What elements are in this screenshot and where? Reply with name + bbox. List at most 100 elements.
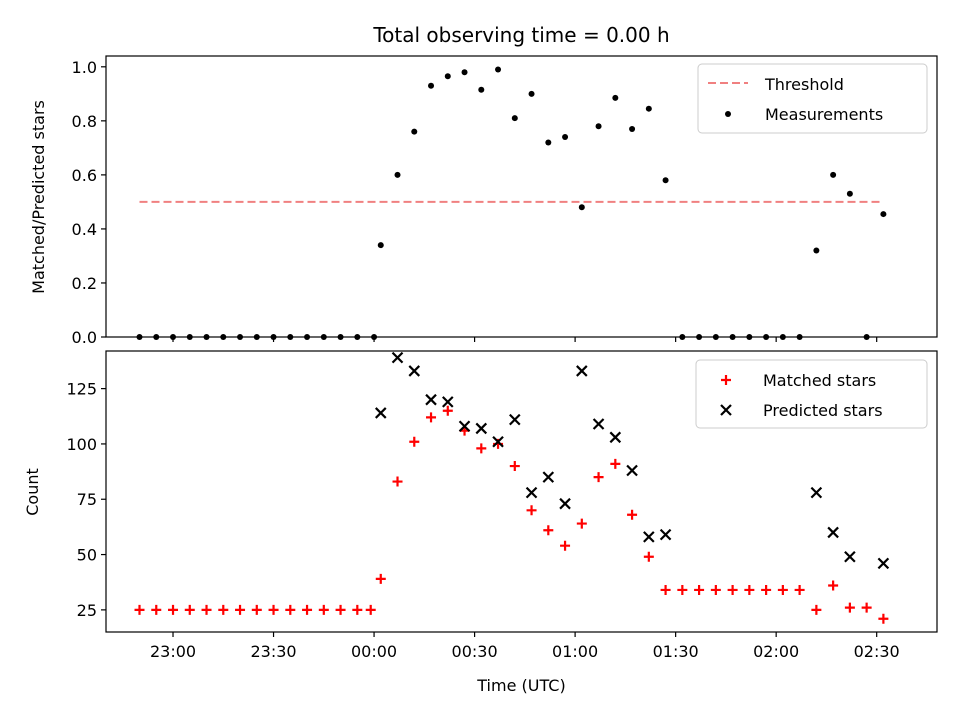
matched-star-point — [543, 525, 554, 536]
matched-star-point — [201, 604, 212, 615]
x-tick-label: 02:30 — [854, 642, 900, 661]
measurement-point — [629, 125, 636, 132]
x-tick-label: 01:00 — [552, 642, 598, 661]
legend-matched-swatch — [721, 375, 731, 385]
matched-star-point — [235, 604, 246, 615]
matched-star-point — [878, 613, 889, 624]
measurement-point — [528, 90, 535, 97]
matched-star-point — [509, 461, 520, 472]
predicted-star-point — [374, 407, 387, 419]
chart-title: Total observing time = 0.00 h — [372, 23, 669, 47]
bottom-y-axis-label: Count — [23, 468, 42, 516]
bottom-legend: Matched stars Predicted stars — [695, 359, 928, 429]
matched-star-point — [365, 604, 376, 615]
matched-star-point — [218, 604, 229, 615]
matched-star-point — [828, 580, 839, 591]
x-tick-label: 23:00 — [150, 642, 196, 661]
matched-star-point — [151, 604, 162, 615]
predicted-star-point — [442, 396, 454, 408]
measurement-point — [511, 115, 518, 122]
matched-star-point — [392, 476, 403, 487]
matched-star-point — [375, 573, 386, 584]
measurement-point — [662, 177, 669, 184]
matched-star-point — [268, 604, 279, 615]
predicted-star-point — [827, 526, 839, 539]
matched-star-point — [710, 584, 721, 595]
matched-star-point — [777, 584, 788, 595]
measurement-point — [562, 134, 569, 141]
y-tick-label: 0.0 — [72, 328, 97, 347]
predicted-star-point — [877, 557, 890, 570]
measurement-point — [595, 123, 602, 130]
matched-star-point — [442, 405, 453, 416]
measurement-point — [461, 69, 468, 76]
measurement-point — [645, 105, 652, 112]
predicted-star-point — [458, 420, 471, 433]
measurement-point — [813, 247, 820, 254]
predicted-star-point — [626, 464, 638, 477]
matched-star-point — [526, 505, 537, 516]
y-tick-label: 25 — [77, 601, 97, 620]
measurement-point — [880, 211, 887, 218]
predicted-star-point — [475, 422, 488, 435]
matched-star-point — [409, 436, 420, 447]
bottom-panel: 25 50 75 100 125 23:00 23:30 00:00 00:30 01:00 01:… — [66, 350, 938, 661]
matched-star-point — [660, 584, 671, 595]
matched-star-point — [677, 584, 688, 595]
x-tick-label: 02:00 — [753, 642, 799, 661]
matched-star-point — [727, 584, 738, 595]
matched-star-point — [426, 412, 437, 423]
matched-star-point — [560, 540, 571, 551]
y-tick-label: 0.2 — [72, 274, 97, 293]
matched-star-point — [794, 584, 805, 595]
measurement-point — [411, 128, 418, 135]
y-tick-label: 0.4 — [72, 220, 97, 239]
predicted-star-point — [844, 550, 856, 563]
matched-star-point — [593, 472, 604, 483]
predicted-star-point — [425, 393, 437, 406]
measurement-point — [495, 66, 502, 73]
matched-star-point — [627, 509, 638, 520]
x-axis-label: Time (UTC) — [476, 676, 565, 695]
predicted-star-point — [810, 486, 823, 499]
predicted-star-point — [643, 531, 655, 543]
y-tick-label: 75 — [77, 490, 97, 509]
y-tick-label: 0.8 — [72, 112, 97, 131]
top-legend-box — [697, 63, 928, 134]
measurement-point — [846, 190, 853, 197]
matched-star-point — [476, 443, 487, 454]
x-tick-label: 00:30 — [452, 642, 498, 661]
matched-star-point — [251, 604, 262, 615]
legend-measurements-swatch — [725, 111, 731, 117]
predicted-star-point — [492, 435, 504, 448]
matched-star-point — [302, 604, 313, 615]
top-panel: 0.0 0.2 0.4 0.6 0.8 1.0 Threshold Measurements — [72, 55, 938, 347]
matched-star-point — [761, 584, 772, 595]
measurement-point — [444, 73, 451, 80]
matched-star-point — [184, 604, 195, 615]
x-tick-label: 00:00 — [351, 642, 397, 661]
matched-star-point — [811, 604, 822, 615]
y-tick-label: 125 — [66, 380, 97, 399]
y-tick-label: 100 — [66, 435, 97, 454]
legend-threshold-label: Threshold — [764, 75, 844, 94]
measurement-point — [377, 242, 384, 249]
matched-star-point — [576, 518, 587, 529]
predicted-star-point — [609, 431, 622, 444]
legend-measurements-label: Measurements — [765, 105, 883, 124]
matched-star-point — [335, 604, 346, 615]
x-tick-label: 23:30 — [250, 642, 296, 661]
predicted-star-point — [525, 486, 538, 499]
measurement-point — [428, 82, 435, 89]
predicted-star-point — [408, 365, 421, 377]
matched-star-point — [285, 604, 296, 615]
legend-predicted-swatch — [720, 404, 732, 416]
legend-predicted-label: Predicted stars — [763, 401, 883, 420]
top-plot-frame — [105, 55, 938, 338]
measurement-point — [612, 94, 619, 101]
matched-star-point — [318, 604, 329, 615]
legend-matched-label: Matched stars — [763, 371, 876, 390]
matched-star-point — [861, 602, 872, 613]
matched-star-point — [352, 604, 363, 615]
